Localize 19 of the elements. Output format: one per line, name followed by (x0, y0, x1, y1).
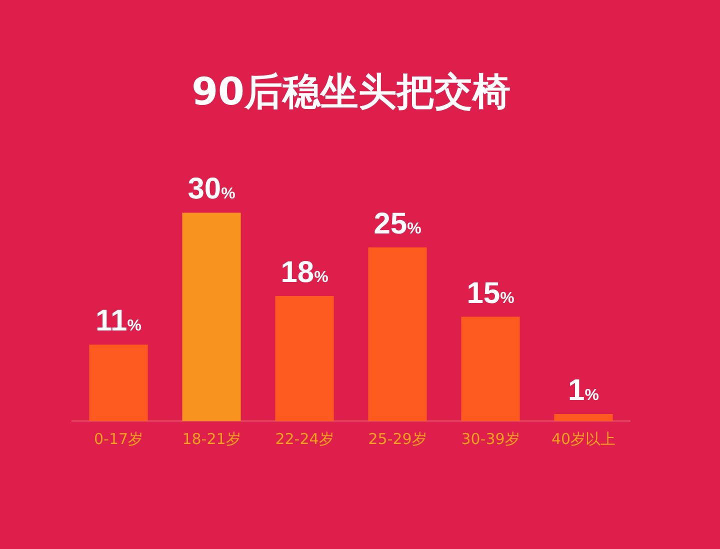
data-label: 18% (280, 256, 328, 289)
data-label: 11% (96, 304, 142, 338)
x-tick-label: 22-24岁 (275, 430, 334, 448)
data-label: 1% (568, 374, 599, 408)
x-tick-label: 40岁以上 (551, 430, 616, 448)
bar (182, 212, 241, 421)
data-label: 30% (188, 172, 236, 206)
data-label: 15% (466, 276, 514, 310)
chart-title: 90后稳坐头把交椅 (192, 70, 510, 114)
data-label: 25% (374, 207, 422, 240)
bar (554, 414, 613, 421)
bar (461, 316, 520, 421)
x-tick-label: 30-39岁 (461, 430, 520, 448)
x-tick-label: 18-21岁 (182, 430, 241, 448)
bar (368, 247, 427, 421)
bar (89, 344, 148, 421)
bar (275, 296, 334, 421)
x-tick-label: 0-17岁 (94, 430, 144, 448)
x-tick-label: 25-29岁 (368, 430, 427, 448)
